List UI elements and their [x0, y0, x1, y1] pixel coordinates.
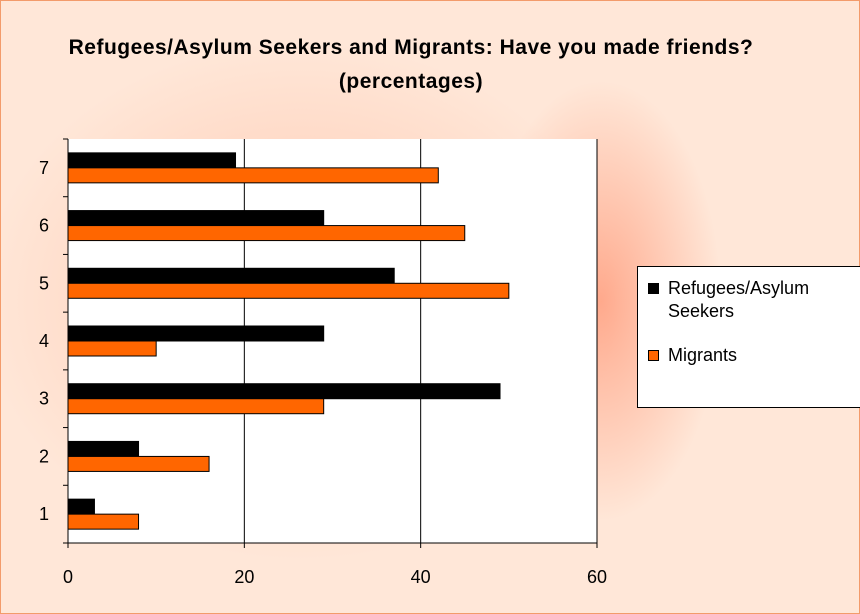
y-tick-label: 5 — [39, 273, 49, 293]
x-tick-label: 40 — [411, 567, 431, 587]
bar-migrants — [67, 225, 466, 242]
y-tick-label: 4 — [39, 331, 49, 351]
legend-label-migrants: Migrants — [668, 345, 738, 365]
bar-refugees — [67, 440, 140, 457]
x-tick-label: 60 — [587, 567, 607, 587]
y-tick-label: 7 — [39, 158, 49, 178]
bar-refugees — [67, 152, 237, 169]
bar-migrants — [67, 282, 510, 299]
bar-refugees — [67, 267, 395, 284]
y-tick-label: 6 — [39, 216, 49, 236]
x-tick-label: 20 — [234, 567, 254, 587]
chart-title: Refugees/Asylum Seekers and Migrants: Ha… — [68, 36, 754, 93]
bar-migrants — [67, 455, 210, 472]
chart-legend: Refugees/Asylum Seekers Migrants — [637, 266, 860, 408]
bar-refugees — [67, 383, 501, 400]
legend-label-refugees: Refugees/Asylum Seekers — [668, 278, 810, 321]
legend-swatch-migrants — [648, 350, 659, 361]
y-tick-label: 2 — [39, 446, 49, 466]
x-tick-label: 0 — [63, 567, 73, 587]
bar-refugees — [67, 498, 95, 515]
y-tick-label: 1 — [39, 504, 49, 524]
bar-migrants — [67, 340, 157, 357]
bar-refugees — [67, 210, 325, 227]
bar-migrants — [67, 398, 325, 415]
bar-migrants — [67, 513, 140, 530]
y-tick-label: 3 — [39, 389, 49, 409]
bar-migrants — [67, 167, 439, 184]
bar-refugees — [67, 325, 325, 342]
legend-swatch-refugees — [648, 283, 659, 294]
